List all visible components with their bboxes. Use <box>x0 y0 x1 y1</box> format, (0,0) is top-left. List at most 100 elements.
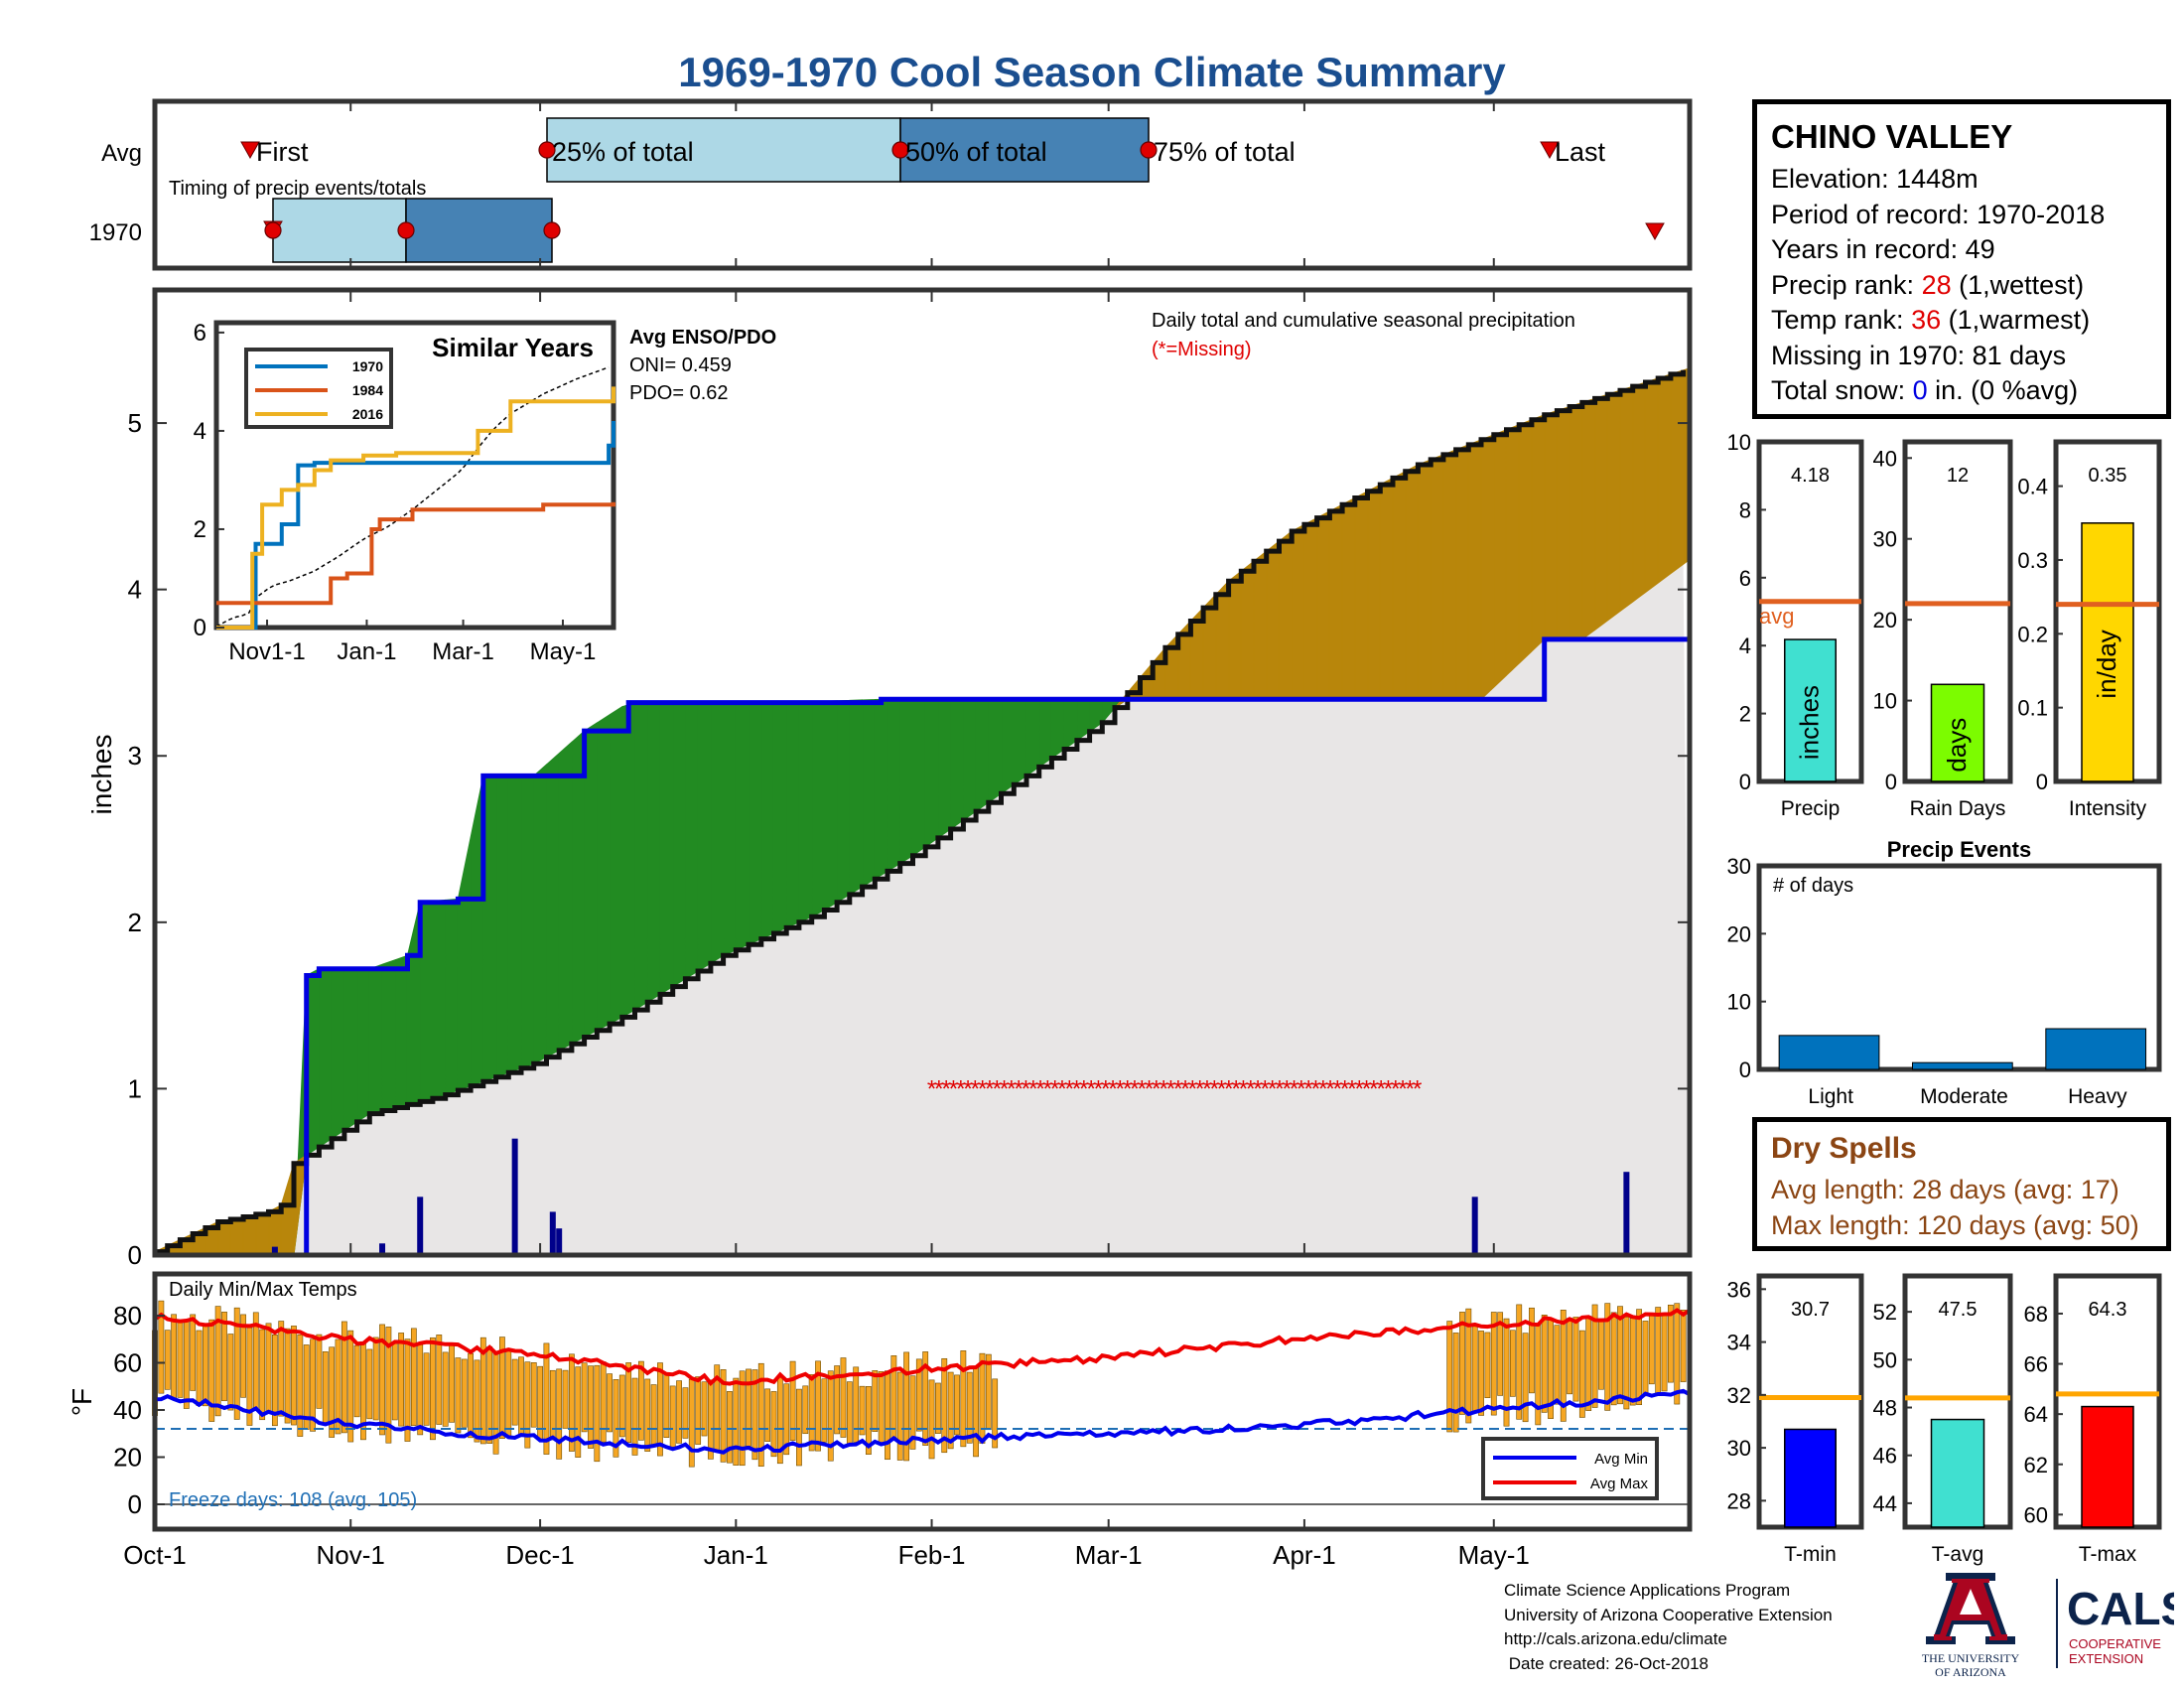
main-ylabel: inches <box>86 735 117 815</box>
temp-ytick-label: 40 <box>113 1395 142 1425</box>
missing-marker: * <box>993 1075 1002 1102</box>
inset-xtick-label: Jan-1 <box>337 638 396 665</box>
missing-marker: * <box>1318 1075 1327 1102</box>
missing-marker: * <box>927 1075 936 1102</box>
daily-temp-bar <box>1674 1303 1681 1405</box>
missing-marker: * <box>1246 1075 1255 1102</box>
daily-temp-bar <box>827 1370 834 1462</box>
daily-temp-bar <box>430 1336 436 1441</box>
dry-avg-length: Avg length: 28 days (avg: 17) <box>1771 1175 2119 1204</box>
main-plot-frame <box>152 287 1693 1258</box>
daily-temp-bar <box>607 1373 613 1433</box>
daily-temp-bar <box>171 1314 177 1399</box>
daily-temp-bar <box>789 1360 796 1442</box>
temp-rank: Temp rank: 36 (1,warmest) <box>1771 305 2091 335</box>
daily-temp-bar <box>221 1312 227 1402</box>
main-ytick-label: 0 <box>128 1240 142 1270</box>
tmin-panel-ytick-label: 30 <box>1727 1436 1751 1461</box>
precip-rank: Precip rank: 28 (1,wettest) <box>1771 269 2085 300</box>
daily-temp-bar <box>353 1344 360 1418</box>
missing-marker: * <box>1180 1075 1189 1102</box>
tmax-panel-bar <box>2081 1405 2134 1528</box>
daily-temp-bar <box>442 1351 449 1427</box>
daily-temp-bar <box>1509 1330 1516 1397</box>
inset-series-1970 <box>216 421 615 630</box>
dry-max-length: Max length: 120 days (avg: 50) <box>1771 1210 2139 1240</box>
missing-marker: * <box>1224 1075 1233 1102</box>
missing-marker: * <box>1391 1075 1400 1102</box>
daily-temp-bar <box>783 1383 790 1456</box>
rain-days-panel-value-label: 12 <box>1947 465 1969 487</box>
main-ytick-label: 1 <box>128 1073 142 1103</box>
intensity-panel-ytick-label: 0.3 <box>2017 548 2048 573</box>
daily-temp-bar <box>1623 1317 1630 1410</box>
month-tick-label: Oct-1 <box>123 1540 187 1570</box>
rain-days-panel-xlabel: Rain Days <box>1910 797 2006 820</box>
rain-days-panel-bar <box>1930 683 1985 782</box>
temp-ytick-label: 0 <box>128 1489 142 1519</box>
precip-events-title: Precip Events <box>1887 837 2032 862</box>
precip-panel-ytick-label: 4 <box>1739 633 1751 658</box>
missing-marker: * <box>941 1075 950 1102</box>
temp-plot-frame <box>152 1271 1693 1532</box>
daily-temp-bar <box>613 1379 619 1458</box>
daily-temp-bar <box>366 1348 373 1420</box>
daily-temp-bar <box>992 1378 999 1449</box>
daily-temp-bar <box>278 1321 285 1417</box>
tmin-panel-ytick-label: 34 <box>1727 1331 1751 1355</box>
missing-marker: * <box>1268 1075 1277 1102</box>
daily-temp-bar <box>834 1365 841 1435</box>
inset-title: Similar Years <box>432 333 594 362</box>
precip-events-ytick-label: 30 <box>1727 854 1751 879</box>
daily-temp-bar <box>720 1369 727 1463</box>
missing-marker: * <box>1173 1075 1182 1102</box>
daily-temp-bar <box>1459 1312 1465 1415</box>
daily-temp-bar <box>1642 1321 1649 1397</box>
missing-marker: * <box>1347 1075 1356 1102</box>
tmin-panel-bar <box>1784 1428 1837 1528</box>
timing-caption: Timing of precip events/totals <box>169 178 426 200</box>
main-ytick-label: 2 <box>128 908 142 937</box>
daily-temp-bar <box>1604 1303 1611 1411</box>
daily-temp-bar <box>600 1361 607 1443</box>
missing-marker: * <box>1130 1075 1139 1102</box>
daily-temp-bar <box>840 1357 847 1438</box>
timing-row-label: 1970 <box>89 219 142 246</box>
tavg-panel-xlabel: T-avg <box>1932 1543 1984 1566</box>
daily-temp-bar <box>872 1370 879 1432</box>
station-name: CHINO VALLEY <box>1771 118 2013 155</box>
daily-precip-bar <box>417 1196 424 1255</box>
daily-temp-bar <box>1560 1310 1567 1422</box>
daily-temp-bar <box>701 1381 708 1437</box>
missing-marker: * <box>1065 1075 1074 1102</box>
tmin-panel-ytick-label: 36 <box>1727 1277 1751 1302</box>
daily-temp-bar <box>543 1342 550 1455</box>
daily-temp-bar <box>322 1351 329 1426</box>
daily-temp-bar <box>1497 1312 1504 1396</box>
daily-temp-bar <box>190 1314 197 1391</box>
daily-temp-bar <box>423 1352 430 1426</box>
daily-temp-bar <box>1529 1307 1535 1394</box>
tavg-panel-ytick-label: 44 <box>1873 1491 1897 1516</box>
intensity-panel-ytick-label: 0.4 <box>2017 475 2048 499</box>
missing-marker: * <box>1028 1075 1037 1102</box>
daily-temp-bar <box>846 1381 853 1445</box>
daily-temp-bar <box>669 1385 676 1448</box>
tmax-panel-xlabel: T-max <box>2079 1543 2137 1566</box>
timing-first-marker <box>240 141 260 160</box>
month-tick-label: Jan-1 <box>704 1540 768 1570</box>
daily-temp-bar <box>259 1329 266 1421</box>
below-both-area <box>155 564 1690 1255</box>
daily-temp-bar <box>757 1362 764 1468</box>
missing-marker: * <box>1384 1075 1393 1102</box>
daily-temp-bar <box>479 1336 486 1445</box>
tmax-panel-ytick-label: 62 <box>2024 1453 2048 1477</box>
missing-marker: * <box>1079 1075 1088 1102</box>
main-ytick-label: 5 <box>128 408 142 438</box>
missing-marker: * <box>1101 1075 1110 1102</box>
credit-link[interactable]: http://cals.arizona.edu/climate <box>1504 1629 1727 1648</box>
daily-temp-bar <box>1585 1316 1592 1411</box>
tavg-panel-ytick-label: 46 <box>1873 1444 1897 1469</box>
total-snow: Total snow: 0 in. (0 %avg) <box>1771 375 2079 405</box>
credit-date: Date created: 26-Oct-2018 <box>1504 1653 1709 1673</box>
